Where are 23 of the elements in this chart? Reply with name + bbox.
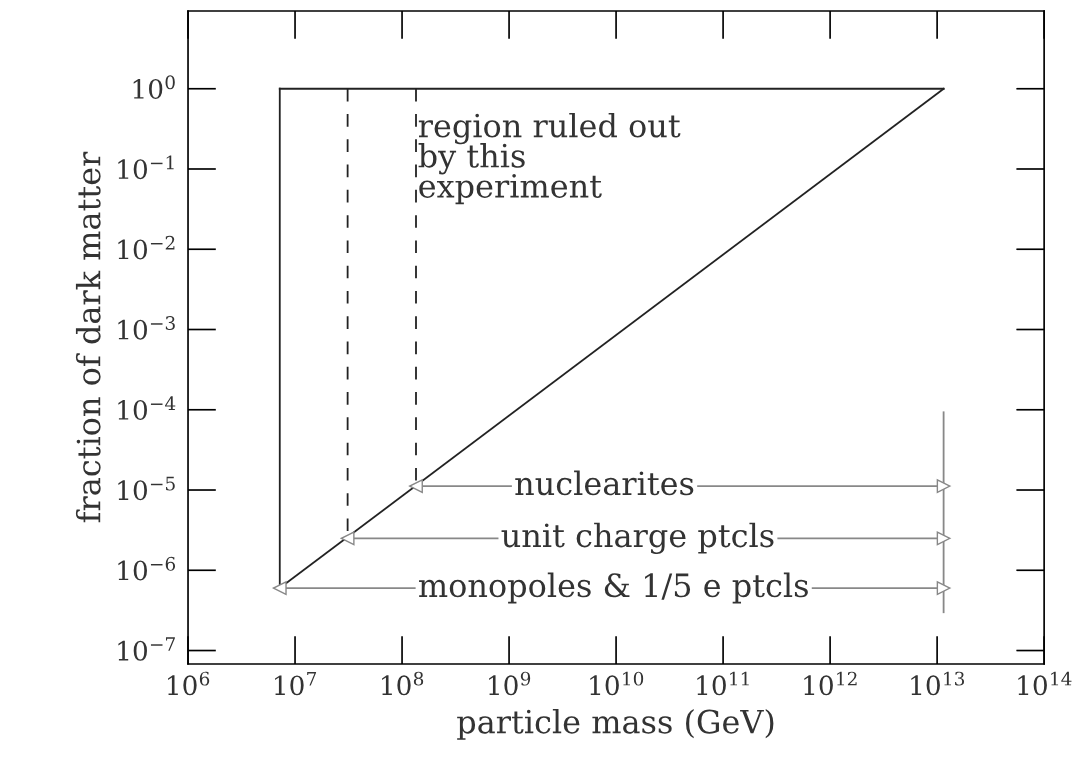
x-tick-label: 10$^{14}$ — [1018, 671, 1072, 696]
y-tick-label: 10$^{−3}$ — [118, 316, 175, 340]
y-tick-label: 10$^{−7}$ — [118, 637, 175, 661]
y-tick-label: 10$^{−1}$ — [118, 155, 174, 180]
y-axis-title: fraction of dark matter — [75, 151, 101, 523]
annotation: unit charge ptcls — [501, 522, 774, 555]
x-tick-label: 10$^{8}$ — [382, 671, 424, 696]
x-tick-label: 10$^{10}$ — [590, 671, 644, 696]
y-tick-label: 10$^{−5}$ — [118, 476, 175, 501]
x-tick-label: 10$^{6}$ — [168, 671, 210, 696]
y-tick-label: 10$^{−4}$ — [118, 396, 176, 420]
x-tick-label: 10$^{7}$ — [275, 671, 317, 696]
x-tick-label: 10$^{9}$ — [489, 671, 531, 696]
y-tick-label: 10$^{0}$ — [133, 75, 175, 99]
annotation: monopoles & 1/5 e ptcls — [419, 572, 808, 604]
x-tick-label: 10$^{11}$ — [697, 671, 749, 696]
x-tick-label: 10$^{13}$ — [911, 671, 965, 696]
y-tick-label: 10$^{−6}$ — [118, 556, 176, 581]
x-tick-label: 10$^{12}$ — [804, 671, 857, 696]
y-tick-label: 10$^{−2}$ — [118, 235, 175, 260]
annotation: nuclearites — [515, 470, 694, 496]
x-axis-title: particle mass (GeV) — [457, 708, 774, 740]
annotation: region ruled out by this experiment — [418, 112, 681, 205]
